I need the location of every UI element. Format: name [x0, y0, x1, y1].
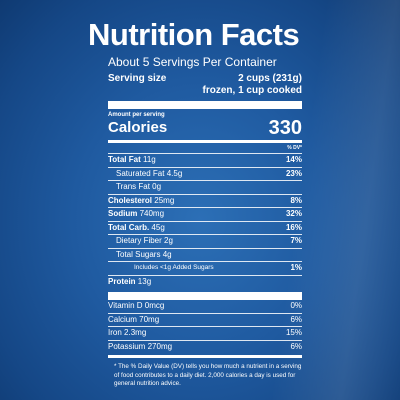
vitamin-amount: 270mg	[147, 341, 173, 351]
nutrient-row: Dietary Fiber 2g 7%	[108, 234, 302, 248]
nutrient-label: Total Sugars	[116, 249, 161, 259]
vitamin-label: Potassium	[108, 341, 146, 351]
nutrient-amount: 25mg	[154, 195, 175, 205]
thick-divider	[108, 292, 302, 300]
nutrient-label: Dietary Fiber	[116, 236, 162, 245]
vitamin-row: Iron 2.3mg 15%	[108, 326, 302, 340]
panel-title: Nutrition Facts	[88, 17, 300, 52]
nutrient-dv: 23%	[285, 168, 302, 178]
nutrient-label: Sodium	[108, 209, 138, 218]
thick-divider	[108, 101, 302, 109]
nutrient-dv: 7%	[290, 236, 302, 245]
nutrient-row: Saturated Fat 4.5g 23%	[108, 166, 302, 181]
nutrient-amount: 45g	[151, 222, 165, 232]
vitamin-dv: 15%	[285, 328, 302, 337]
calories-row: Calories 330	[108, 118, 302, 138]
nutrient-row: Total Sugars 4g	[108, 247, 302, 262]
nutrient-label: Total Carb.	[108, 222, 150, 232]
nutrient-label: Protein	[108, 276, 136, 286]
nutrient-row: Includes <1g Added Sugars 1%	[108, 261, 302, 275]
nutrient-row: Protein 13g	[108, 274, 302, 289]
serving-size-label: Serving size	[108, 73, 167, 84]
nutrient-label: Cholesterol	[108, 195, 153, 205]
serving-size-row: Serving size 2 cups (231g)	[108, 73, 302, 85]
nutrient-amount: 2g	[164, 236, 173, 245]
serving-size-value: 2 cups (231g)	[238, 73, 302, 84]
nutrient-row: Trans Fat 0g	[108, 180, 302, 194]
medium-divider	[108, 140, 302, 143]
amount-per-serving: Amount per serving	[108, 112, 165, 118]
nutrient-label: Saturated Fat	[116, 168, 165, 178]
vitamin-amount: 70mg	[139, 314, 160, 324]
vitamin-dv: 0%	[290, 301, 302, 310]
vitamin-label: Calcium	[108, 314, 137, 324]
nutrient-row: Total Carb. 45g 16%	[108, 220, 302, 235]
nutrient-amount: 11g	[142, 155, 156, 164]
vitamin-label: Vitamin D	[108, 301, 143, 310]
vitamin-row: Vitamin D 0mcg 0%	[108, 300, 302, 313]
nutrient-dv: 8%	[290, 195, 302, 205]
nutrient-amount: 13g	[137, 276, 152, 286]
servings-per-container: About 5 Servings Per Container	[108, 55, 277, 69]
nutrient-dv: 16%	[285, 222, 302, 232]
nutrient-dv: 14%	[285, 155, 302, 164]
nutrient-row: Sodium 740mg 32%	[108, 207, 302, 221]
serving-size-note: frozen, 1 cup cooked	[202, 85, 302, 96]
vitamin-label: Iron	[108, 328, 122, 337]
calories-value: 330	[268, 117, 302, 139]
nutrient-label: Total Fat	[108, 155, 141, 164]
nutrition-facts-panel: Nutrition Facts About 5 Servings Per Con…	[88, 18, 302, 389]
nutrient-amount: 0g	[152, 182, 162, 191]
nutrient-label: Trans Fat	[116, 182, 150, 191]
nutrient-row: Total Fat 11g 14%	[108, 153, 302, 167]
vitamin-dv: 6%	[290, 341, 302, 351]
daily-value-header: % DV*	[287, 145, 302, 151]
nutrient-amount: 4g	[162, 249, 172, 259]
vitamin-row: Potassium 270mg 6%	[108, 339, 302, 354]
vitamin-row: Calcium 70mg 6%	[108, 312, 302, 327]
vitamin-dv: 6%	[290, 314, 302, 324]
nutrient-label: Includes <1g Added Sugars	[134, 264, 214, 271]
nutrient-row: Cholesterol 25mg 8%	[108, 193, 302, 208]
medium-divider	[108, 355, 302, 358]
vitamin-amount: 0mcg	[144, 301, 165, 310]
nutrient-dv: 1%	[290, 263, 302, 272]
nutrient-amount: 740mg	[139, 209, 165, 218]
vitamin-amount: 2.3mg	[124, 328, 147, 337]
nutrient-amount: 4.5g	[166, 168, 183, 178]
calories-label: Calories	[108, 119, 168, 136]
daily-value-footnote: * The % Daily Value (DV) tells you how m…	[114, 363, 302, 387]
nutrient-dv: 32%	[285, 209, 302, 218]
